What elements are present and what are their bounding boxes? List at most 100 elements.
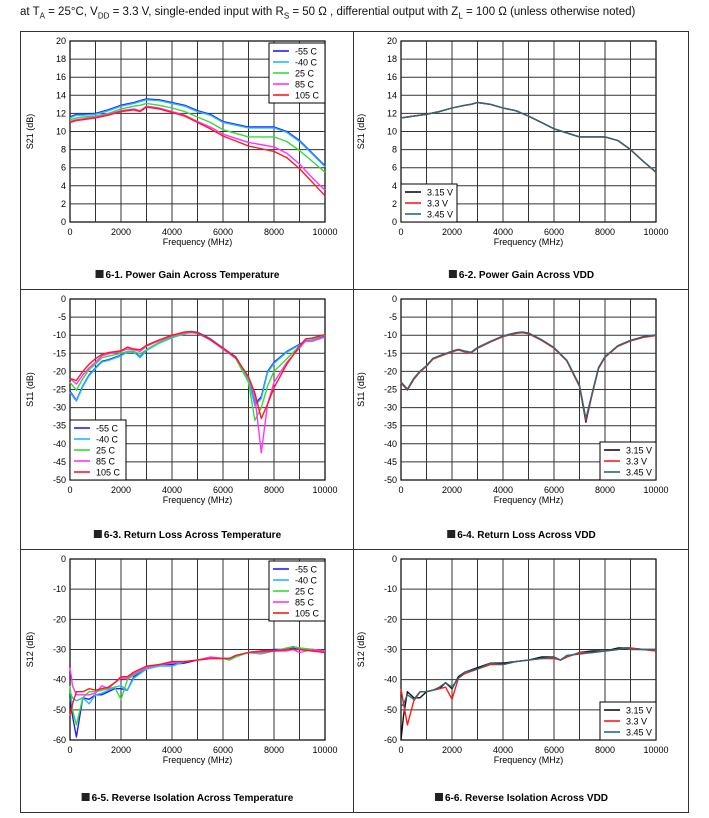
series-line-105-C xyxy=(69,330,326,420)
y-tick-label: -50 xyxy=(53,705,66,715)
y-tick-label: -35 xyxy=(384,421,397,431)
legend-label: 25 C xyxy=(96,446,116,456)
figure-grid: 0 2 4 6 8 10 12 14 16 18 20 0 2000 4000 6000 8000 10000 F… xyxy=(20,31,689,813)
legend-label: 85 C xyxy=(96,457,116,467)
x-tick-label: 8000 xyxy=(264,745,284,755)
y-tick-label: -50 xyxy=(53,475,66,485)
figure-icon xyxy=(434,793,443,801)
figure-caption: 6-2. Power Gain Across VDD xyxy=(459,270,594,281)
x-tick-label: 2000 xyxy=(442,485,462,495)
chart-svg: -60 -50 -40 -30 -20 -10 0 0 2000 4000 6000 8000 1000… xyxy=(356,554,669,804)
series-line-85-C xyxy=(69,105,326,191)
y-tick-label: -60 xyxy=(384,735,397,745)
legend: 3.15 V3.3 V3.45 V xyxy=(599,701,657,741)
header-sub: L xyxy=(458,11,463,21)
legend-label: -40 C xyxy=(96,435,119,445)
x-tick-label: 6000 xyxy=(213,485,233,495)
figure-icon xyxy=(448,270,457,278)
x-tick-label: 0 xyxy=(67,485,72,495)
y-tick-label: 14 xyxy=(56,90,66,100)
x-tick-label: 6000 xyxy=(213,745,233,755)
y-tick-label: -20 xyxy=(384,366,397,376)
legend-label: -55 C xyxy=(295,47,318,57)
x-tick-label: 10000 xyxy=(312,485,337,495)
y-tick-label: 16 xyxy=(387,72,397,82)
x-tick-label: 8000 xyxy=(595,745,615,755)
x-tick-label: 0 xyxy=(67,745,72,755)
header-sub: S xyxy=(283,11,290,21)
legend-label: 105 C xyxy=(96,468,121,478)
y-tick-label: -40 xyxy=(384,439,397,449)
x-axis-label: Frequency (MHz) xyxy=(163,755,233,765)
legend-label: 3.3 V xyxy=(626,717,647,727)
y-tick-label: 4 xyxy=(392,181,397,191)
chart-panel: 0 2 4 6 8 10 12 14 16 18 20 0 2000 4000 6000 8000 10000 F… xyxy=(354,32,689,290)
series-line-105-C xyxy=(69,106,326,197)
y-tick-label: -45 xyxy=(53,457,66,467)
header-sub: A xyxy=(39,11,45,21)
x-tick-label: 10000 xyxy=(643,745,668,755)
y-tick-label: 4 xyxy=(61,181,66,191)
figure-caption: 6-3. Return Loss Across Temperature xyxy=(104,530,282,541)
figure-caption: 6-5. Reverse Isolation Across Temperatur… xyxy=(92,793,294,804)
legend-label: 105 C xyxy=(295,609,320,619)
header-sub: DD xyxy=(97,11,110,21)
y-tick-label: -50 xyxy=(384,705,397,715)
y-tick-label: -10 xyxy=(53,584,66,594)
y-axis-label: S11 (dB) xyxy=(356,372,366,407)
x-tick-label: 8000 xyxy=(595,485,615,495)
y-axis-label: S21 (dB) xyxy=(25,114,35,150)
x-tick-label: 10000 xyxy=(643,485,668,495)
y-tick-label: 2 xyxy=(392,199,397,209)
legend-label: 3.15 V xyxy=(626,446,652,456)
x-tick-label: 2000 xyxy=(442,227,462,237)
y-tick-label: -30 xyxy=(53,645,66,655)
y-tick-label: 20 xyxy=(56,36,66,46)
x-tick-label: 2000 xyxy=(111,485,131,495)
y-tick-label: -20 xyxy=(53,366,66,376)
chart-svg: 0 2 4 6 8 10 12 14 16 18 20 0 2000 4000 6000 8000 10000 F… xyxy=(356,36,669,281)
x-tick-label: 10000 xyxy=(312,745,337,755)
legend-label: 3.15 V xyxy=(626,706,652,716)
x-tick-label: 2000 xyxy=(442,745,462,755)
legend-label: 85 C xyxy=(295,598,315,608)
series-line-105-C xyxy=(69,648,326,717)
series-line-85-C xyxy=(69,331,326,454)
y-tick-label: -15 xyxy=(53,348,66,358)
y-tick-label: -15 xyxy=(384,348,397,358)
series-line-3-45-V xyxy=(400,331,657,420)
x-axis-label: Frequency (MHz) xyxy=(163,237,233,247)
y-tick-label: 18 xyxy=(387,54,397,64)
legend-label: 3.15 V xyxy=(427,188,453,198)
y-tick-label: -40 xyxy=(53,439,66,449)
y-tick-label: 0 xyxy=(392,217,397,227)
y-tick-label: -30 xyxy=(53,403,66,413)
y-tick-label: 12 xyxy=(56,108,66,118)
y-tick-label: 10 xyxy=(387,127,397,137)
x-tick-label: 4000 xyxy=(493,745,513,755)
legend-label: 3.45 V xyxy=(626,468,652,478)
x-tick-label: 8000 xyxy=(264,485,284,495)
legend-label: 25 C xyxy=(295,587,315,597)
header-text: = 50 Ω , differential output with Z xyxy=(289,6,459,18)
legend-label: 3.45 V xyxy=(427,210,453,220)
y-tick-label: 6 xyxy=(392,163,397,173)
y-tick-label: -20 xyxy=(53,614,66,624)
chart-panel: -50 -45 -40 -35 -30 -25 -20 -15 -10 -5 0 0 2000 4000 6… xyxy=(21,290,354,550)
header-text: at T xyxy=(20,6,40,18)
y-axis-label: S12 (dB) xyxy=(356,632,366,668)
y-tick-label: -10 xyxy=(53,330,66,340)
y-axis-label: S12 (dB) xyxy=(25,632,35,668)
x-tick-label: 4000 xyxy=(162,745,182,755)
y-tick-label: 10 xyxy=(56,127,66,137)
y-tick-label: -30 xyxy=(384,645,397,655)
figure-icon xyxy=(95,270,104,278)
x-tick-label: 0 xyxy=(398,745,403,755)
y-tick-label: 0 xyxy=(392,294,397,304)
y-tick-label: -60 xyxy=(53,735,66,745)
x-tick-label: 8000 xyxy=(264,227,284,237)
x-tick-label: 10000 xyxy=(312,227,337,237)
